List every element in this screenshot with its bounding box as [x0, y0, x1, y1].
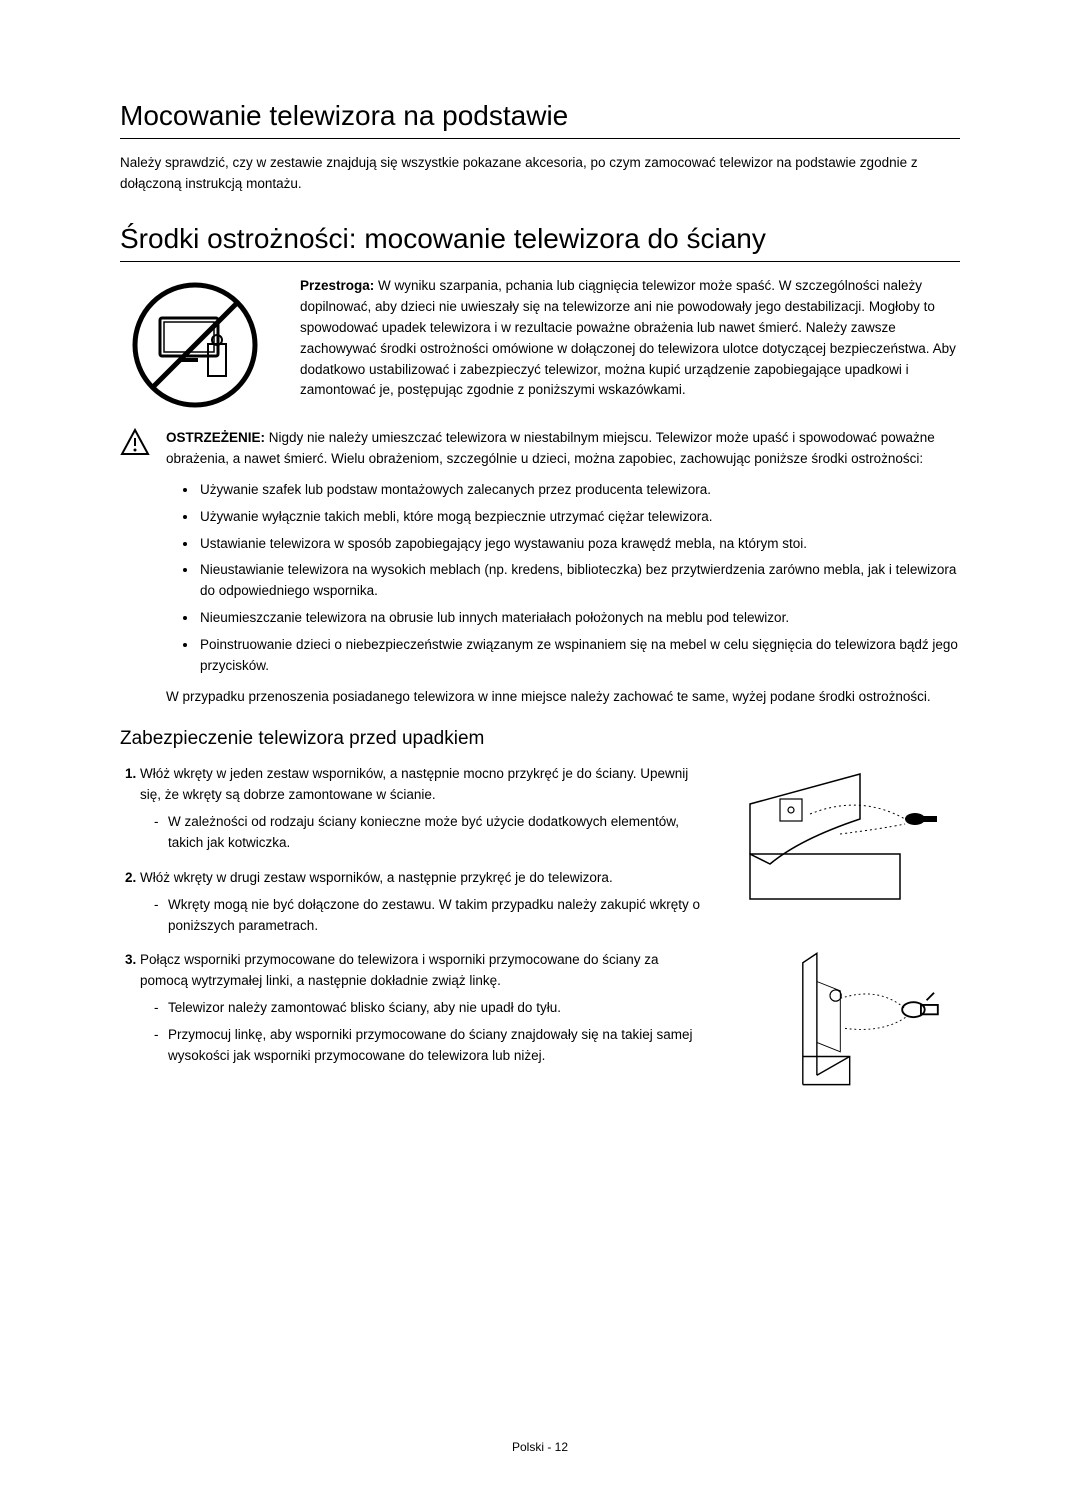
- step-item: Połącz wsporniki przymocowane do telewiz…: [140, 950, 710, 1067]
- step-text: Połącz wsporniki przymocowane do telewiz…: [140, 952, 658, 988]
- step-sub: Przymocuj linkę, aby wsporniki przymocow…: [154, 1025, 710, 1067]
- step-item: Włóż wkręty w drugi zestaw wsporników, a…: [140, 868, 710, 937]
- warning-triangle-icon: [120, 428, 150, 456]
- section3-title: Zabezpieczenie telewizora przed upadkiem: [120, 728, 960, 750]
- warning-paragraph: OSTRZEŻENIE: Nigdy nie należy umieszczać…: [166, 428, 960, 470]
- warning-bullets: Używanie szafek lub podstaw montażowych …: [198, 480, 960, 677]
- tv-bracket-diagram-icon: [740, 764, 950, 914]
- caution-label: Przestroga:: [300, 278, 374, 293]
- caution-block: Przestroga: W wyniku szarpania, pchania …: [120, 276, 960, 410]
- step-sub: Telewizor należy zamontować blisko ścian…: [154, 998, 710, 1019]
- caution-paragraph: Przestroga: W wyniku szarpania, pchania …: [300, 276, 960, 402]
- step-text: Włóż wkręty w drugi zestaw wsporników, a…: [140, 870, 613, 885]
- step-sub: Wkręty mogą nie być dołączone do zestawu…: [154, 895, 710, 937]
- section1-title: Mocowanie telewizora na podstawie: [120, 100, 960, 139]
- bullet-item: Nieustawianie telewizora na wysokich meb…: [198, 560, 960, 602]
- steps-list: Włóż wkręty w jeden zestaw wsporników, a…: [140, 764, 710, 1067]
- secure-block: Włóż wkręty w jeden zestaw wsporników, a…: [120, 764, 960, 1094]
- no-pull-tv-icon: [130, 280, 260, 410]
- warning-text: Nigdy nie należy umieszczać telewizora w…: [166, 430, 935, 466]
- tv-tether-diagram-icon: [740, 944, 950, 1094]
- bullet-item: Ustawianie telewizora w sposób zapobiega…: [198, 534, 960, 555]
- after-bullets-text: W przypadku przenoszenia posiadanego tel…: [166, 687, 960, 708]
- page-footer: Polski - 12: [0, 1440, 1080, 1454]
- warning-block: OSTRZEŻENIE: Nigdy nie należy umieszczać…: [120, 428, 960, 708]
- step-item: Włóż wkręty w jeden zestaw wsporników, a…: [140, 764, 710, 854]
- caution-text: W wyniku szarpania, pchania lub ciągnięc…: [300, 278, 956, 398]
- step-text: Włóż wkręty w jeden zestaw wsporników, a…: [140, 766, 688, 802]
- bullet-item: Nieumieszczanie telewizora na obrusie lu…: [198, 608, 960, 629]
- section1-intro: Należy sprawdzić, czy w zestawie znajduj…: [120, 153, 960, 195]
- bullet-item: Używanie wyłącznie takich mebli, które m…: [198, 507, 960, 528]
- bullet-item: Poinstruowanie dzieci o niebezpieczeństw…: [198, 635, 960, 677]
- step-sub: W zależności od rodzaju ściany konieczne…: [154, 812, 710, 854]
- bullet-item: Używanie szafek lub podstaw montażowych …: [198, 480, 960, 501]
- warning-label: OSTRZEŻENIE:: [166, 430, 265, 445]
- section2-title: Środki ostrożności: mocowanie telewizora…: [120, 223, 960, 262]
